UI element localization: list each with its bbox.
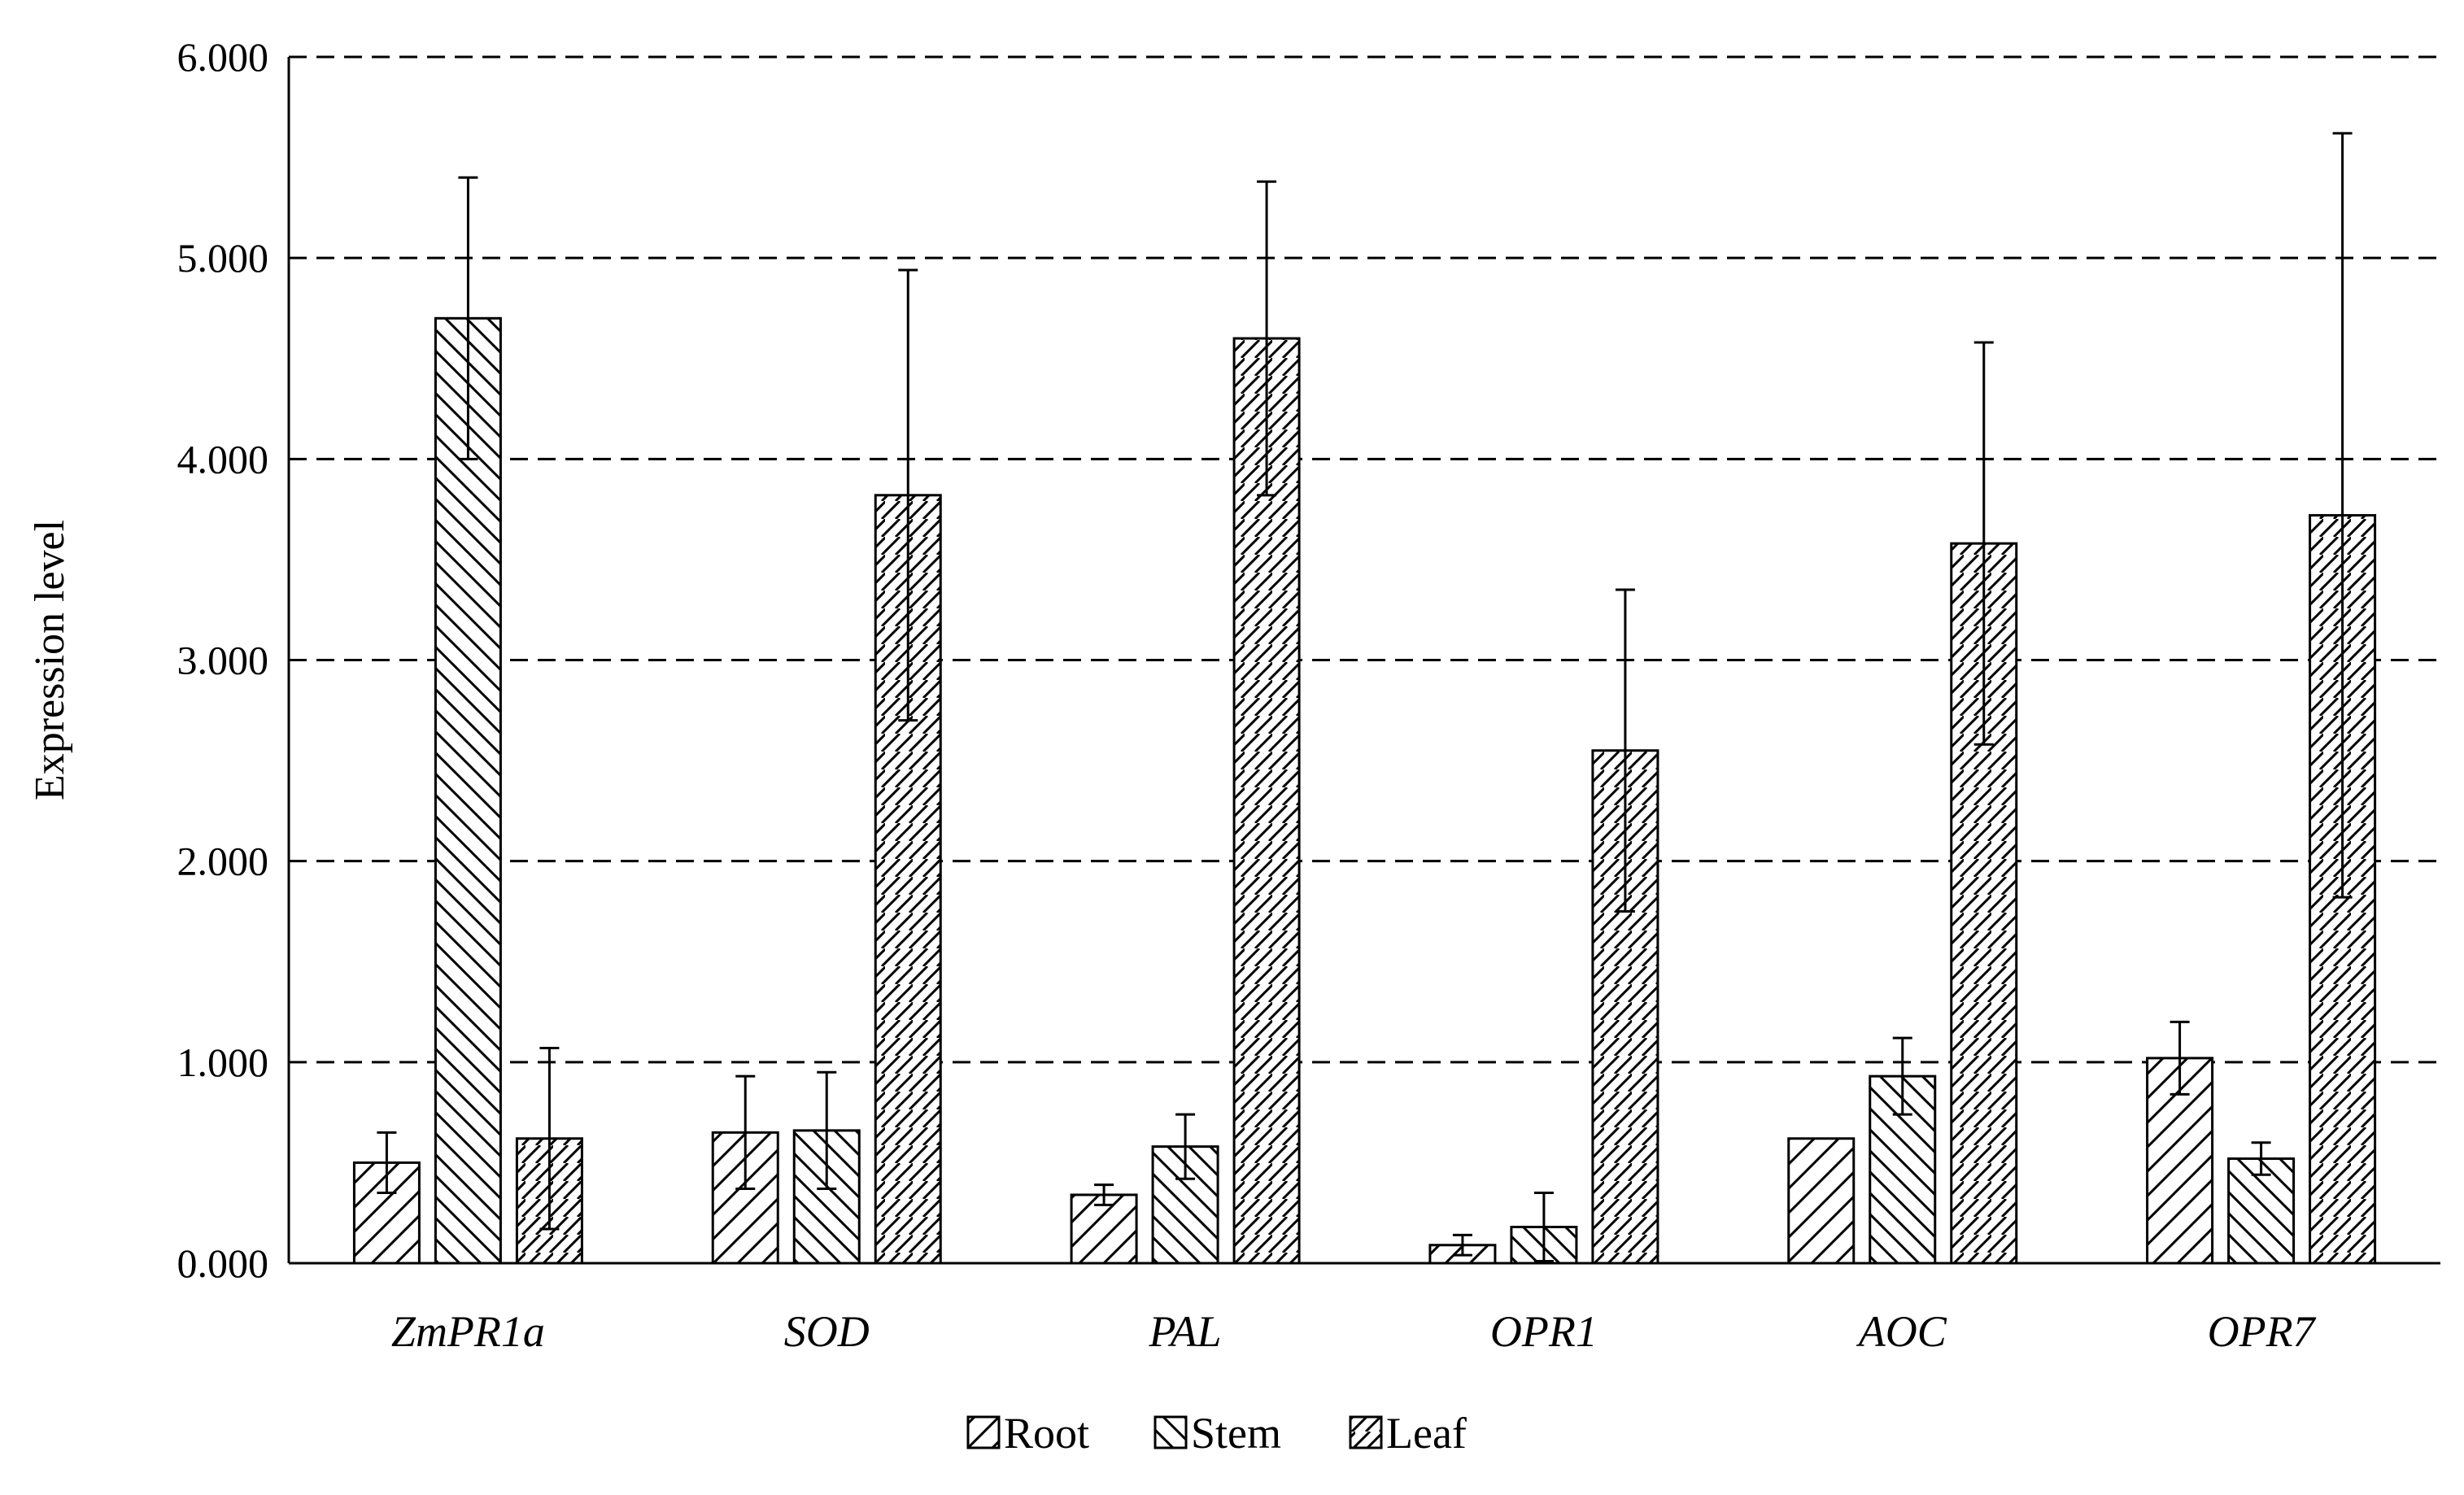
y-tick-label: 1.000: [177, 1040, 269, 1085]
legend-swatch-leaf: [1349, 1415, 1383, 1449]
labels: 0.000 1.000 2.000 3.000 4.000 5.000 6.000 Expre…: [27, 34, 2317, 1356]
y-tick-label: 5.000: [177, 235, 269, 281]
y-tick-label: 3.000: [177, 638, 269, 683]
bar-root-aoc: [1787, 1137, 1856, 1265]
bar-stem-opr7: [2227, 1157, 2296, 1265]
x-category-label: PAL: [1149, 1307, 1222, 1356]
x-category-label: SOD: [784, 1307, 870, 1356]
x-category-label: ZmPR1a: [391, 1307, 545, 1356]
y-tick-label: 0.000: [177, 1240, 269, 1286]
bar-root-sod: [711, 1131, 779, 1265]
legend-swatch-stem: [1154, 1415, 1188, 1449]
legend-label-root: Root: [1004, 1409, 1089, 1458]
y-tick-label: 4.000: [177, 436, 269, 482]
axes: [287, 57, 2440, 1265]
legend-label-stem: Stem: [1191, 1409, 1281, 1458]
y-tick-label: 2.000: [177, 839, 269, 884]
bar-stem-zmpr1a: [434, 316, 502, 1265]
x-category-label: OPR7: [2208, 1307, 2317, 1356]
y-axis-title: Expression level: [27, 520, 73, 800]
y-tick-label: 6.000: [177, 34, 269, 80]
legend-label-leaf: Leaf: [1386, 1409, 1467, 1458]
error-bars: [377, 132, 2353, 1263]
x-category-label: OPR1: [1490, 1307, 1598, 1356]
legend-swatch-root: [966, 1415, 1001, 1449]
x-category-label: AOC: [1856, 1307, 1947, 1356]
legend: Root Stem Leaf: [966, 1409, 1467, 1458]
gridlines: [289, 55, 2440, 1064]
